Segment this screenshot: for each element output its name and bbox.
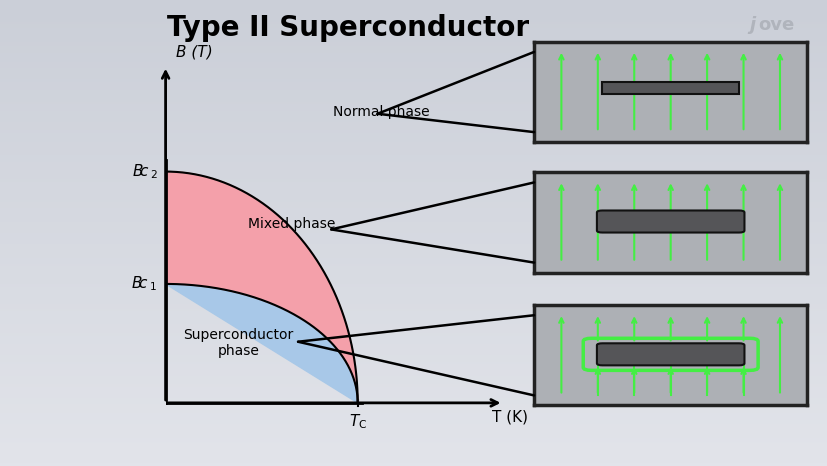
Text: Normal phase: Normal phase bbox=[332, 105, 428, 119]
Text: $B\!c_{\,1}$: $B\!c_{\,1}$ bbox=[131, 274, 157, 293]
Text: Superconductor
phase: Superconductor phase bbox=[183, 329, 294, 358]
Text: Mixed phase: Mixed phase bbox=[247, 218, 335, 232]
Text: B (T): B (T) bbox=[175, 44, 212, 59]
Text: Type II Superconductor: Type II Superconductor bbox=[166, 14, 528, 42]
FancyBboxPatch shape bbox=[601, 82, 739, 94]
Text: T (K): T (K) bbox=[491, 410, 528, 425]
Text: j: j bbox=[748, 16, 754, 34]
FancyBboxPatch shape bbox=[596, 211, 743, 233]
Polygon shape bbox=[165, 171, 357, 403]
FancyBboxPatch shape bbox=[596, 343, 743, 365]
Polygon shape bbox=[165, 284, 357, 403]
Text: $B\!c_{\,2}$: $B\!c_{\,2}$ bbox=[131, 162, 157, 181]
Text: $T_{\rm C}$: $T_{\rm C}$ bbox=[348, 413, 366, 432]
Text: ove: ove bbox=[758, 16, 794, 34]
